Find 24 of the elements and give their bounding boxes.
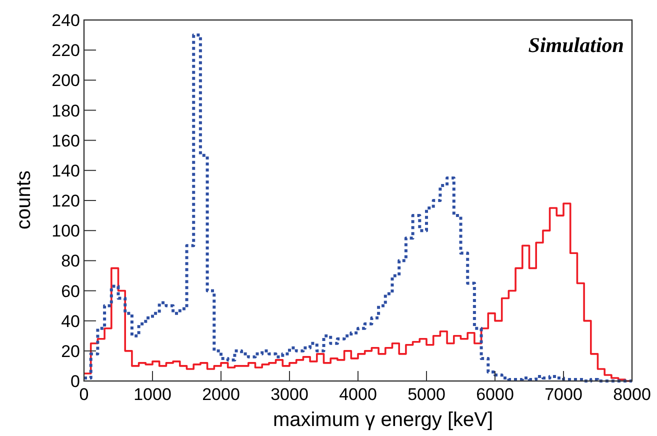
x-tick-label: 1000 <box>134 385 172 404</box>
x-tick-label: 5000 <box>408 385 446 404</box>
x-axis-title: maximum γ energy [keV] <box>272 409 494 431</box>
y-tick-label: 0 <box>70 372 80 391</box>
x-tick-label: 6000 <box>476 385 514 404</box>
x-tick-label: 2000 <box>202 385 240 404</box>
y-tick-label: 220 <box>52 41 80 60</box>
y-tick-label: 240 <box>52 11 80 30</box>
y-tick-label: 20 <box>61 342 80 361</box>
y-tick-label: 160 <box>52 131 80 150</box>
x-tick-label: 7000 <box>544 385 582 404</box>
x-tick-label: 8000 <box>613 385 651 404</box>
y-tick-label: 120 <box>52 192 80 210</box>
y-tick-label: 180 <box>52 101 80 120</box>
y-tick-label: 40 <box>61 312 80 331</box>
x-tick-label: 3000 <box>270 385 308 404</box>
y-tick-label: 200 <box>52 71 80 90</box>
y-tick-label: 100 <box>52 222 80 241</box>
x-tick-label: 4000 <box>339 385 377 404</box>
y-tick-label: 140 <box>52 161 80 180</box>
y-axis-title: counts <box>13 170 35 230</box>
annotation: Simulation <box>528 33 624 57</box>
y-tick-label: 80 <box>61 252 80 271</box>
y-tick-label: 60 <box>61 282 80 301</box>
